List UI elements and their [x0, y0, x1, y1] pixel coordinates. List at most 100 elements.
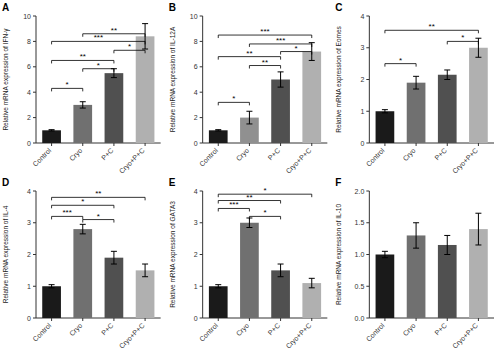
x-tick-label: Control	[198, 321, 219, 342]
y-tick-label: 0	[27, 315, 31, 322]
bar	[136, 270, 155, 318]
y-tick-label: 4	[27, 89, 31, 96]
bar	[42, 286, 61, 318]
y-tick-label: 8	[27, 38, 31, 45]
x-tick-label: Control	[365, 321, 386, 342]
y-tick-label: 4	[194, 188, 198, 195]
y-tick-label: 1	[194, 283, 198, 290]
x-tick	[249, 318, 250, 321]
y-tick-label: 2	[360, 76, 364, 83]
x-tick-label: P+C	[433, 147, 448, 162]
significance-label: **	[95, 189, 101, 198]
significance-label: *	[263, 208, 266, 217]
x-tick-label: P+C	[100, 322, 115, 337]
error-bar	[444, 235, 450, 254]
y-tick-label: 1.5	[355, 219, 365, 226]
bar	[209, 286, 228, 318]
significance-label: **	[262, 58, 268, 67]
y-tick-label: 0	[360, 140, 364, 147]
x-tick-label: Cryo+P+C	[284, 322, 313, 350]
x-tick	[218, 318, 219, 321]
y-tick-label: 2	[194, 114, 198, 121]
bar	[105, 258, 124, 318]
significance-label: ***	[94, 33, 103, 42]
x-tick-label: Cryo	[235, 322, 251, 338]
x-tick-label: P+C	[267, 147, 282, 162]
bar	[469, 48, 488, 143]
x-tick	[384, 143, 385, 146]
bar	[73, 229, 92, 318]
panel-label: C	[335, 2, 342, 13]
panel-label: F	[335, 177, 341, 188]
x-tick-label: Cryo+P+C	[118, 147, 147, 176]
y-axis-line	[202, 16, 203, 143]
marks	[376, 213, 488, 318]
panel: 0246810ControlCryoP+CCryo+P+C***********…	[169, 2, 328, 176]
y-tick-label: 4	[194, 89, 198, 96]
x-tick	[145, 318, 146, 321]
panel: 01234ControlCryoP+CCryo+P+C*******Relati…	[2, 177, 161, 350]
x-tick-label: Control	[31, 146, 52, 167]
x-tick-label: Cryo	[401, 322, 417, 338]
y-tick-label: 4	[360, 13, 364, 20]
panel-label: E	[169, 177, 176, 188]
x-tick-label: Cryo+P+C	[284, 147, 313, 176]
marks	[42, 224, 154, 318]
error-bar	[475, 213, 481, 245]
y-tick-label: 1	[360, 108, 364, 115]
significance-label: **	[429, 22, 435, 31]
y-axis-label: Relative mRNA expression of IFN-γ	[2, 28, 10, 131]
bar	[376, 255, 395, 319]
error-bar	[80, 102, 86, 108]
error-bar	[49, 130, 55, 131]
x-tick	[478, 143, 479, 146]
significance-label: *	[66, 80, 69, 89]
y-tick-label: 2	[194, 251, 198, 258]
y-tick-label: 3	[27, 219, 31, 226]
x-tick-label: Cryo	[68, 322, 84, 338]
bar	[240, 223, 259, 318]
x-tick-label: P+C	[267, 322, 282, 337]
error-bar	[246, 111, 252, 124]
x-tick	[82, 143, 83, 146]
x-tick	[447, 143, 448, 146]
y-axis-line	[369, 16, 370, 143]
marks	[42, 24, 154, 143]
y-tick-label: 2	[27, 251, 31, 258]
y-tick-label: 3	[194, 219, 198, 226]
x-tick	[478, 318, 479, 321]
y-axis-line	[369, 191, 370, 318]
significance-label: ***	[260, 27, 269, 36]
panel: 01234ControlCryoP+CCryo+P+C*******Relati…	[169, 177, 328, 350]
bar	[209, 130, 228, 143]
y-tick-label: 2.0	[355, 188, 365, 195]
bar	[438, 245, 457, 318]
x-tick	[311, 143, 312, 146]
significance-label: *	[128, 42, 131, 51]
y-tick-label: 2	[27, 114, 31, 121]
significance-label: ***	[276, 36, 285, 45]
x-tick	[145, 143, 146, 146]
x-tick	[82, 318, 83, 321]
x-tick-label: Cryo	[235, 147, 251, 163]
x-tick	[280, 143, 281, 146]
x-tick	[218, 143, 219, 146]
error-bar	[142, 264, 148, 277]
error-bar	[309, 278, 315, 288]
error-bar	[382, 110, 388, 113]
x-tick	[311, 318, 312, 321]
y-tick-label: 0	[194, 140, 198, 147]
x-tick-label: Control	[365, 146, 386, 167]
y-tick-label: 0	[194, 315, 198, 322]
marks	[376, 38, 488, 143]
significance-label: *	[295, 44, 298, 53]
y-tick-label: 8	[194, 38, 198, 45]
y-tick-label: 1	[27, 283, 31, 290]
y-tick-label: 0.0	[355, 315, 365, 322]
bar	[105, 73, 124, 143]
error-bar	[413, 76, 419, 89]
y-axis-line	[202, 191, 203, 318]
y-axis-label: Relative mRNA expression of IL-4	[2, 205, 10, 303]
y-tick-label: 4	[27, 188, 31, 195]
panel: 0.00.51.01.52.0ControlCryoP+CCryo+P+CRel…	[335, 177, 494, 350]
